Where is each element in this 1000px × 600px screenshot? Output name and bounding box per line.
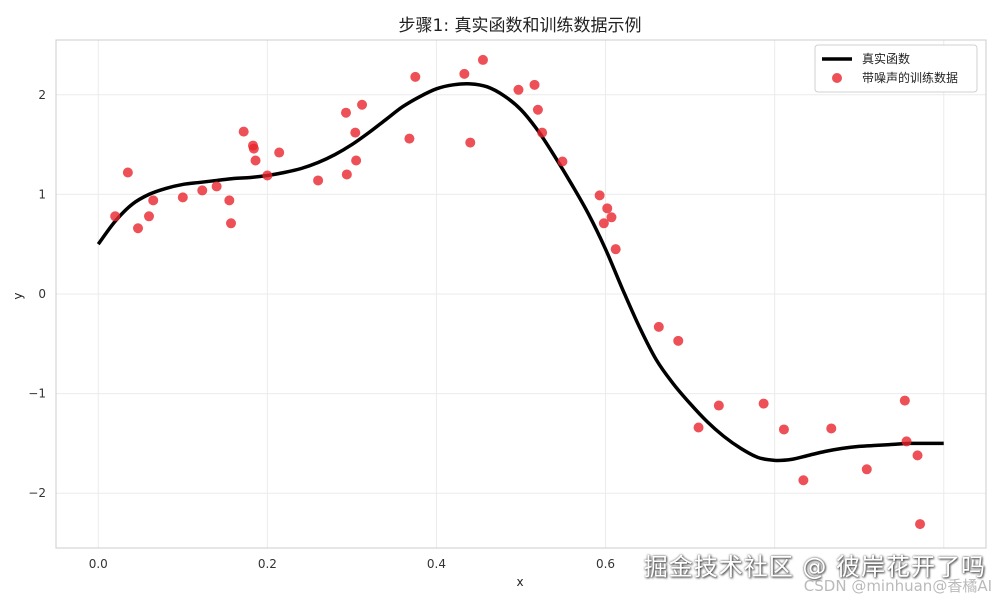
data-point [274, 147, 285, 158]
data-point [532, 104, 543, 115]
data-point [594, 190, 605, 201]
data-point [673, 335, 684, 346]
data-point [899, 395, 910, 406]
y-tick-label: −2 [28, 486, 46, 500]
x-tick-label: 0.4 [427, 557, 446, 571]
data-point [250, 155, 261, 166]
data-point [778, 424, 789, 435]
data-point [224, 195, 235, 206]
data-point [653, 321, 664, 332]
data-point [758, 398, 769, 409]
data-point [713, 400, 724, 411]
data-point [529, 79, 540, 90]
y-tick-label: 0 [38, 287, 46, 301]
data-point [313, 175, 324, 186]
y-tick-label: −1 [28, 387, 46, 401]
data-point [477, 54, 488, 65]
legend: 真实函数 带噪声的训练数据 [814, 44, 978, 93]
legend-marker-swatch [832, 73, 842, 83]
watermark-juejin: 掘金技术社区 @ 彼岸花开了吗 [643, 553, 986, 581]
data-point [262, 170, 273, 181]
data-point [798, 475, 809, 486]
x-tick-label: 0.6 [596, 557, 615, 571]
data-point [197, 185, 208, 196]
data-point [351, 155, 362, 166]
data-point [465, 137, 476, 148]
legend-entry-noisy-data: 带噪声的训练数据 [862, 70, 958, 85]
data-point [610, 244, 621, 255]
data-point [144, 211, 154, 222]
data-point [861, 464, 872, 475]
data-point [238, 126, 249, 137]
x-tick-label: 0.2 [258, 557, 277, 571]
data-point [410, 71, 421, 82]
data-point [177, 192, 188, 203]
data-point [148, 195, 159, 206]
data-point [404, 133, 415, 144]
data-point [248, 143, 259, 154]
data-point [513, 84, 524, 95]
y-tick-label: 1 [38, 187, 46, 201]
data-point [557, 156, 568, 167]
data-point [350, 127, 361, 138]
data-point [915, 519, 926, 530]
y-axis-label: y [11, 292, 25, 299]
legend-box [814, 44, 978, 93]
grid [56, 40, 986, 548]
data-point [537, 127, 548, 138]
series-line-layer [96, 81, 944, 463]
y-tick-label: 2 [38, 88, 46, 102]
data-point [901, 436, 912, 447]
data-point [602, 203, 613, 214]
x-axis-label: x [516, 575, 523, 589]
data-point [459, 68, 470, 79]
data-point [826, 423, 837, 434]
data-point [341, 169, 352, 180]
data-point [340, 107, 351, 118]
data-point [357, 99, 368, 110]
x-tick-label: 0.0 [89, 557, 108, 571]
data-point [122, 167, 133, 178]
chart-title: 步骤1: 真实函数和训练数据示例 [399, 16, 642, 36]
series-scatter-layer [110, 54, 926, 530]
data-point [110, 211, 121, 222]
data-point [211, 181, 222, 192]
data-point [693, 422, 704, 433]
data-point [133, 223, 144, 234]
watermark-csdn: CSDN @minhuan@香橘AI [803, 577, 992, 595]
series-line-true-function [96, 81, 944, 463]
data-point [606, 212, 617, 223]
data-point [598, 218, 609, 229]
plot-area [55, 39, 987, 549]
legend-entry-true-function: 真实函数 [862, 51, 910, 66]
data-point [912, 450, 923, 461]
axis-ticks: 0.0 0.2 0.4 0.6 −2 −1 0 1 2 [28, 88, 615, 571]
data-point [226, 218, 237, 229]
